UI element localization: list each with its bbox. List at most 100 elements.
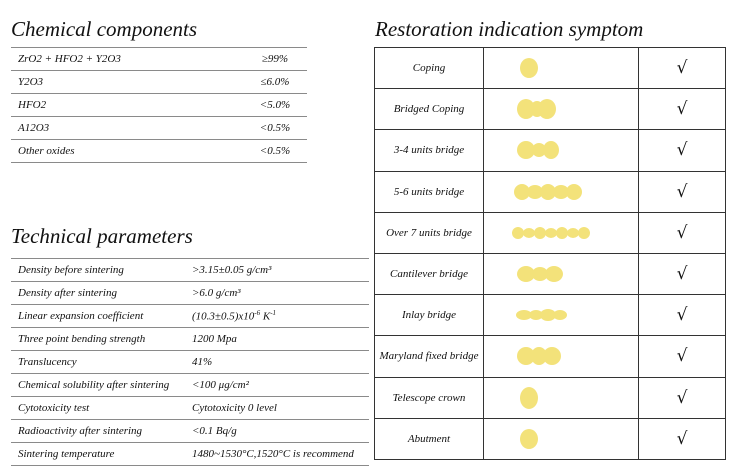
tooth-unit	[566, 183, 582, 200]
tooth-unit	[545, 266, 563, 283]
parameter-value: >3.15±0.05 g/cm³	[188, 258, 369, 282]
restoration-shape-cell	[483, 294, 639, 337]
component-name: Other oxides	[11, 139, 243, 163]
indication-name: 3-4 units bridge	[374, 129, 484, 172]
check-mark: √	[638, 129, 726, 172]
restoration-shape-cell	[483, 211, 639, 254]
table-row: Bridged Coping √	[374, 88, 726, 131]
tooth-unit	[514, 183, 530, 200]
table-row: Cytotoxicity test Cytotoxicity 0 level	[11, 396, 369, 420]
table-row: Cantilever bridge √	[374, 252, 726, 296]
restoration-shape-cell	[483, 46, 639, 90]
tooth-unit	[520, 58, 538, 79]
tooth-unit	[543, 141, 559, 160]
parameter-name: Sintering temperature	[11, 442, 188, 466]
table-row: Radioactivity after sintering <0.1 Bq/g	[11, 419, 369, 443]
check-mark: √	[638, 46, 726, 90]
tooth-unit	[540, 183, 556, 200]
table-row: Three point bending strength 1200 Mpa	[11, 327, 369, 351]
parameter-name: Chemical solubility after sintering	[11, 373, 188, 397]
tooth-unit	[517, 347, 535, 366]
component-value: ≥99%	[242, 47, 307, 71]
component-name: A12O3	[11, 116, 243, 140]
indication-name: Telescope crown	[374, 376, 484, 419]
table-row: Y2O3 ≤6.0%	[11, 70, 307, 94]
restoration-indication-title: Restoration indication symptom	[375, 17, 644, 41]
tooth-unit	[556, 226, 568, 239]
tooth-unit	[531, 347, 547, 366]
table-row: A12O3 <0.5%	[11, 116, 307, 140]
tooth-unit	[516, 310, 532, 321]
component-name: Y2O3	[11, 70, 243, 94]
restoration-shape-cell	[483, 417, 639, 460]
abutment-shape	[520, 428, 538, 449]
parameter-name: Linear expansion coefficient	[11, 304, 188, 328]
maryland-shape	[517, 347, 561, 366]
cantilever-shape	[517, 266, 563, 283]
five-six-unit-shape	[514, 183, 582, 200]
table-row: Chemical solubility after sintering <100 …	[11, 373, 369, 397]
tooth-unit	[545, 227, 557, 238]
tooth-unit	[517, 141, 535, 160]
inlay-shape	[516, 309, 567, 322]
check-mark: √	[638, 170, 726, 213]
table-row: Other oxides <0.5%	[11, 139, 307, 163]
table-row: Inlay bridge √	[374, 294, 726, 337]
component-name: ZrO2 + HFO2 + Y2O3	[11, 47, 243, 71]
tooth-unit	[520, 428, 538, 449]
tooth-unit	[553, 310, 567, 321]
expansion-value: (10.3±0.5)x10	[192, 310, 255, 323]
chemical-components-title: Chemical components	[11, 17, 198, 41]
indication-name: 5-6 units bridge	[374, 170, 484, 213]
component-value: <5.0%	[242, 93, 307, 117]
expansion-exponent: -6	[254, 309, 261, 318]
coping-shape	[520, 58, 538, 79]
indication-name: Bridged Coping	[374, 88, 484, 131]
parameter-value: (10.3±0.5)x10-6 K-1	[188, 304, 369, 328]
component-value: <0.5%	[242, 116, 307, 140]
parameter-name: Density after sintering	[11, 281, 188, 305]
table-row: 3-4 units bridge √	[374, 129, 726, 172]
table-row: Coping √	[374, 46, 726, 90]
telescope-shape	[520, 386, 538, 409]
bridged-coping-shape	[517, 99, 556, 120]
table-row: Telescope crown √	[374, 376, 726, 419]
component-name: HFO2	[11, 93, 243, 117]
indication-name: Maryland fixed bridge	[374, 335, 484, 378]
parameter-value: 1480~1530°C,1520°C is recommend	[188, 442, 369, 466]
component-value: <0.5%	[242, 139, 307, 163]
restoration-shape-cell	[483, 252, 639, 296]
check-mark: √	[638, 294, 726, 337]
tooth-unit	[540, 309, 556, 322]
indication-name: Coping	[374, 46, 484, 90]
component-value: ≤6.0%	[242, 70, 307, 94]
seven-plus-unit-shape	[512, 226, 590, 239]
tooth-unit	[517, 266, 535, 283]
restoration-shape-cell	[483, 129, 639, 172]
tooth-unit	[527, 184, 543, 199]
tooth-unit	[578, 226, 590, 239]
table-row: Maryland fixed bridge √	[374, 335, 726, 378]
tooth-unit	[532, 267, 548, 282]
tooth-unit	[520, 386, 538, 409]
check-mark: √	[638, 376, 726, 419]
tooth-unit	[543, 347, 561, 366]
chemical-components-table: ZrO2 + HFO2 + Y2O3 ≥99% Y2O3 ≤6.0% HFO2 <5.…	[11, 47, 307, 163]
restoration-shape-cell	[483, 335, 639, 378]
parameter-value: 1200 Mpa	[188, 327, 369, 351]
tooth-unit	[538, 99, 556, 120]
check-mark: √	[638, 335, 726, 378]
indication-name: Abutment	[374, 417, 484, 460]
table-row: Density after sintering >6.0 g/cm³	[11, 281, 369, 305]
table-row: Density before sintering >3.15±0.05 g/cm³	[11, 258, 369, 282]
technical-parameters-table: Density before sintering >3.15±0.05 g/cm³…	[11, 258, 369, 466]
restoration-shape-cell	[483, 376, 639, 419]
table-row: HFO2 <5.0%	[11, 93, 307, 117]
table-row: ZrO2 + HFO2 + Y2O3 ≥99%	[11, 47, 307, 71]
tooth-unit	[529, 310, 543, 321]
parameter-name: Translucency	[11, 350, 188, 374]
table-row: 5-6 units bridge √	[374, 170, 726, 213]
expansion-unit-exponent: -1	[270, 309, 277, 318]
parameter-value: >6.0 g/cm³	[188, 281, 369, 305]
technical-parameters-title: Technical parameters	[11, 224, 193, 248]
